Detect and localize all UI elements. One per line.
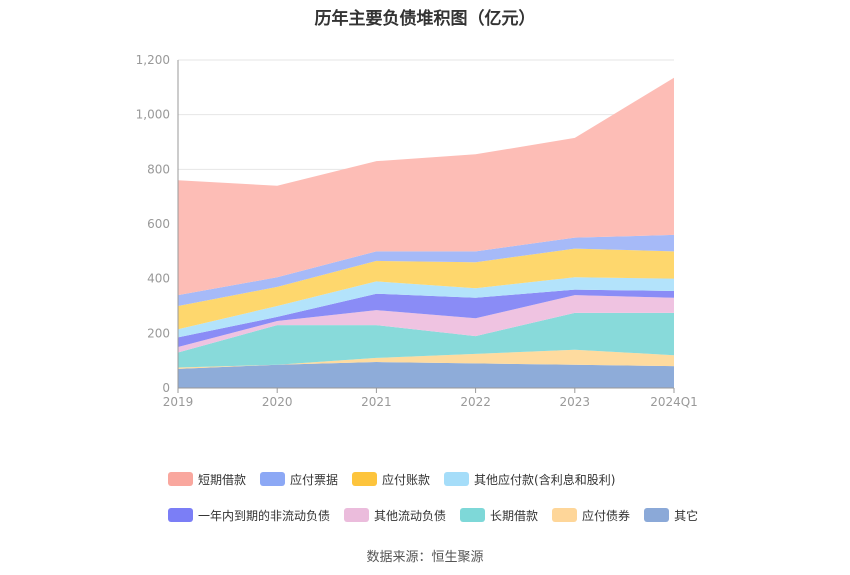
x-tick-label: 2023: [560, 395, 591, 409]
legend-swatch: [344, 508, 370, 522]
legend-swatch: [460, 508, 486, 522]
legend-item[interactable]: 应付账款: [352, 470, 430, 488]
y-tick-label: 200: [147, 326, 170, 340]
y-tick-label: 800: [147, 162, 170, 176]
legend-swatch: [168, 508, 193, 522]
y-tick-label: 400: [147, 272, 170, 286]
x-tick-label: 2022: [460, 395, 491, 409]
chart-title: 历年主要负债堆积图（亿元）: [314, 9, 536, 29]
area-series-0: [178, 362, 674, 388]
stacked-area-chart: 0 200 400 600 800 1,000 1,200 2019 2020 2021 2022 2…: [136, 53, 698, 409]
area-series-8: [178, 77, 674, 296]
legend-label: 其它: [674, 508, 699, 523]
legend-label: 一年内到期的非流动负债: [198, 508, 331, 523]
y-tick-label: 0: [162, 381, 170, 395]
legend-item[interactable]: 短期借款: [168, 470, 246, 488]
legend-item[interactable]: 应付票据: [260, 470, 338, 488]
legend-item[interactable]: 长期借款: [460, 506, 538, 524]
legend-label: 其他应付款(含利息和股利): [474, 472, 616, 487]
area-series-3: [178, 295, 674, 353]
legend-label: 应付债券: [582, 508, 631, 523]
x-tick-label: 2019: [163, 395, 194, 409]
legend-item[interactable]: 其他应付款(含利息和股利): [444, 470, 615, 488]
x-tick-label: 2020: [262, 395, 293, 409]
x-tick-label: 2024Q1: [650, 395, 698, 409]
area-series-4: [178, 289, 674, 347]
legend-item[interactable]: 一年内到期的非流动负债: [168, 506, 330, 524]
y-tick-label: 600: [147, 217, 170, 231]
area-series-7: [178, 234, 674, 306]
legend-item[interactable]: 其他流动负债: [344, 506, 446, 524]
legend-item[interactable]: 其它: [644, 506, 698, 524]
x-tick-label: 2021: [361, 395, 392, 409]
legend-label: 应付账款: [382, 472, 431, 487]
data-source-note: 数据来源：恒生聚源: [366, 550, 484, 565]
legend-swatch: [552, 508, 578, 522]
area-series-6: [178, 248, 674, 330]
area-series-5: [178, 277, 674, 338]
legend-swatch: [444, 472, 470, 486]
legend-item[interactable]: 应付债券: [552, 506, 630, 524]
legend-swatch: [168, 472, 193, 486]
area-series-1: [178, 349, 674, 369]
legend-label: 其他流动负债: [374, 508, 447, 523]
y-tick-label: 1,200: [136, 53, 170, 67]
legend-swatch: [260, 472, 286, 486]
legend-label: 长期借款: [490, 508, 539, 523]
axes: 0 200 400 600 800 1,000 1,200 2019 2020 2021 2022 2…: [136, 53, 698, 409]
legend-label: 应付票据: [290, 472, 339, 487]
legend-label: 短期借款: [198, 472, 247, 487]
area-series-2: [178, 312, 674, 368]
legend: 短期借款 应付票据 应付账款 其他应付款(含利息和股利) 一年内到期的非流动负债 其他流动…: [168, 470, 728, 524]
legend-swatch: [352, 472, 378, 486]
area-series-group: [178, 77, 674, 388]
y-tick-label: 1,000: [136, 108, 170, 122]
legend-swatch: [644, 508, 670, 522]
